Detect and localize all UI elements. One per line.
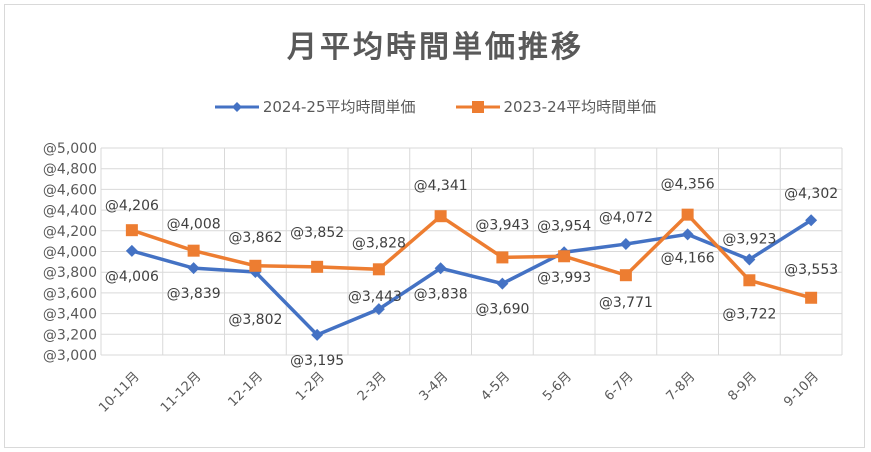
legend-item-2024-25: 2024-25平均時間単価: [214, 96, 416, 117]
x-tick-label: 6-7月: [602, 369, 637, 404]
y-tick-label: @3,000: [43, 348, 97, 364]
data-point-square: [496, 251, 509, 264]
data-point-diamond: [434, 262, 447, 275]
data-point-square: [249, 259, 262, 272]
data-label: @4,072: [599, 210, 653, 226]
data-label: @3,862: [228, 230, 282, 246]
data-label: @3,553: [784, 262, 838, 278]
legend-diamond-marker-icon: [214, 101, 259, 112]
data-label: @3,943: [475, 217, 529, 233]
data-point-square: [743, 274, 756, 287]
data-point-diamond: [125, 244, 138, 257]
y-tick-label: @4,800: [43, 162, 97, 178]
y-tick-label: @4,600: [43, 182, 97, 198]
legend-label: 2023-24平均時間単価: [503, 98, 657, 116]
data-point-square: [372, 263, 385, 276]
x-tick-label: 5-6月: [540, 369, 575, 404]
data-label: @4,302: [784, 186, 838, 202]
data-label: @3,802: [228, 312, 282, 328]
series-line-0: [131, 218, 813, 337]
data-point-diamond: [619, 238, 632, 251]
data-label: @3,923: [722, 231, 776, 247]
data-label: @3,195: [290, 353, 344, 369]
legend-item-2023-24: 2023-24平均時間単価: [455, 96, 657, 117]
data-point-diamond: [187, 262, 200, 275]
x-tick-label: 7-8月: [664, 369, 699, 404]
data-point-diamond: [372, 303, 385, 316]
x-tick-label: 2-3月: [355, 369, 390, 404]
data-label: @4,006: [105, 269, 159, 285]
x-tick-label: 8-9月: [725, 369, 760, 404]
data-point-diamond: [681, 228, 694, 241]
data-point-diamond: [311, 328, 324, 341]
data-label: @3,828: [352, 235, 406, 251]
y-tick-label: @4,200: [43, 224, 97, 240]
y-tick-label: @3,400: [43, 307, 97, 323]
data-label: @3,852: [290, 225, 344, 241]
data-point-square: [619, 269, 632, 282]
data-point-square: [311, 260, 324, 273]
x-tick-label: 4-5月: [478, 369, 513, 404]
data-label: @3,838: [414, 286, 468, 302]
data-label: @3,993: [537, 270, 591, 286]
chart-border: [4, 4, 865, 448]
data-label: @4,206: [105, 198, 159, 214]
data-label: @3,722: [722, 306, 776, 322]
data-point-square: [187, 244, 200, 257]
x-tick-label: 12-1月: [226, 369, 267, 410]
x-tick-label: 1-2月: [293, 369, 328, 404]
data-label: @3,443: [348, 289, 402, 305]
y-tick-label: @3,600: [43, 286, 97, 302]
y-tick-label: @5,000: [43, 141, 97, 157]
x-tick-label: 9-10月: [781, 369, 822, 410]
data-label: @4,341: [414, 178, 468, 194]
data-label: @4,166: [661, 250, 715, 266]
data-point-square: [558, 250, 571, 263]
series-line-1: [131, 212, 812, 300]
legend: 2024-25平均時間単価 2023-24平均時間単価: [0, 96, 871, 117]
data-point-square: [805, 291, 818, 304]
x-tick-label: 3-4月: [417, 369, 452, 404]
data-point-diamond: [496, 277, 509, 290]
data-label: @4,356: [661, 177, 715, 193]
data-point-square: [125, 224, 138, 237]
data-label: @3,690: [475, 302, 529, 318]
x-tick-label: 10-11月: [96, 369, 143, 416]
data-label: @4,008: [167, 217, 221, 233]
y-tick-label: @4,400: [43, 203, 97, 219]
data-point-square: [434, 210, 447, 223]
chart-title: 月平均時間単価推移: [287, 30, 584, 65]
data-label: @3,771: [599, 295, 653, 311]
data-point-diamond: [805, 214, 818, 227]
data-label: @3,839: [167, 286, 221, 302]
legend-label: 2024-25平均時間単価: [262, 98, 416, 116]
data-point-square: [681, 208, 694, 221]
y-tick-label: @3,200: [43, 327, 97, 343]
data-label: @3,954: [537, 218, 591, 234]
y-tick-label: @3,800: [43, 265, 97, 281]
y-tick-label: @4,000: [43, 245, 97, 261]
legend-square-marker-icon: [455, 100, 500, 113]
data-point-diamond: [743, 253, 756, 266]
x-tick-label: 11-12月: [158, 369, 205, 416]
